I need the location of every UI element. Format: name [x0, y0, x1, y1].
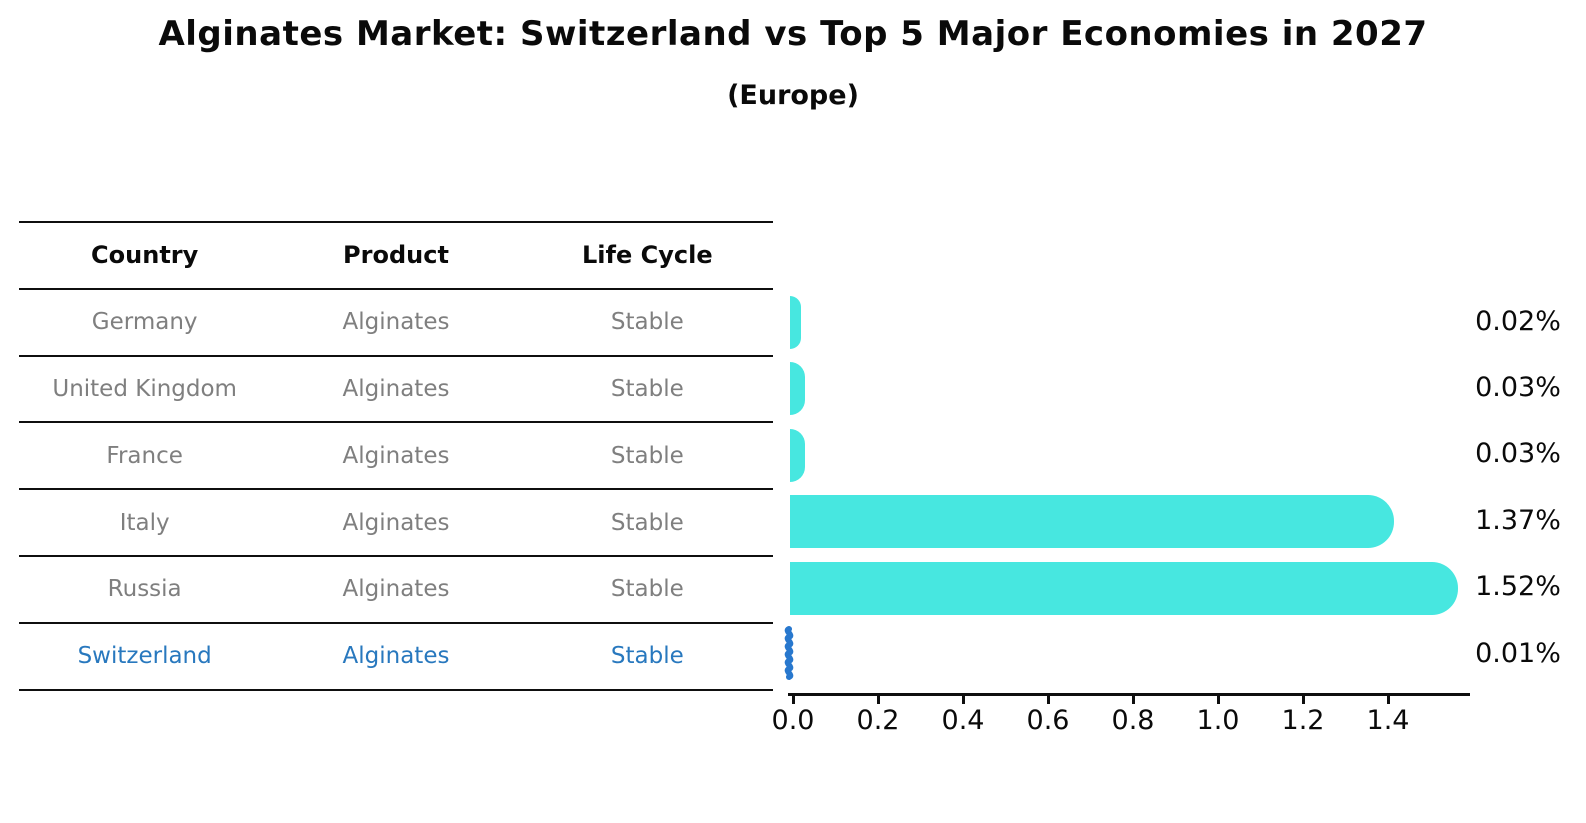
- cell-life-cycle: Stable: [610, 309, 684, 336]
- column-header-product: Product: [343, 241, 449, 270]
- cell-life-cycle: Stable: [610, 576, 684, 603]
- bar-value-label: 1.37%: [1475, 504, 1561, 536]
- x-axis-tick-label: 0.6: [1026, 705, 1070, 736]
- x-axis-tick-label: 1.4: [1366, 705, 1410, 736]
- column-header-life-cycle: Life Cycle: [582, 241, 713, 270]
- cell-life-cycle: Stable: [610, 643, 684, 670]
- cell-product: Alginates: [342, 643, 450, 670]
- x-axis-tick: [1301, 694, 1305, 704]
- column-header-country: Country: [91, 241, 199, 270]
- table-row: Germany Alginates Stable: [19, 287, 773, 355]
- cell-product: Alginates: [342, 576, 450, 603]
- x-axis-tick-label: 0.8: [1111, 705, 1155, 736]
- bar-value-label: 0.02%: [1475, 305, 1561, 337]
- x-axis-tick-label: 0.4: [941, 705, 985, 736]
- x-axis-tick: [1131, 694, 1135, 704]
- chart-title: Alginates Market: Switzerland vs Top 5 M…: [158, 14, 1428, 54]
- cell-life-cycle: Stable: [610, 442, 684, 469]
- cell-life-cycle: Stable: [610, 375, 684, 402]
- x-axis-tick-label: 1.2: [1281, 705, 1325, 736]
- x-axis-tick: [1046, 694, 1050, 704]
- bar-italy: [790, 495, 1395, 549]
- table-row: Russia Alginates Stable: [19, 554, 773, 622]
- bar-united-kingdom: [790, 362, 805, 416]
- x-axis-line: [788, 693, 1470, 696]
- table-header-row: Country Product Life Cycle: [19, 221, 773, 288]
- bar-russia: [790, 561, 1458, 615]
- bar-value-label: 1.52%: [1475, 571, 1561, 603]
- x-axis-tick: [876, 694, 880, 704]
- x-axis-tick-label: 1.0: [1196, 705, 1240, 736]
- cell-product: Alginates: [342, 375, 450, 402]
- bar-value-label: 0.01%: [1475, 637, 1561, 669]
- cell-country: Switzerland: [77, 643, 212, 670]
- table-body: Germany Alginates Stable United Kingdom Algi…: [19, 287, 773, 689]
- table-row: Switzerland Alginates Stable: [19, 621, 773, 689]
- cell-country: Germany: [91, 309, 198, 336]
- cell-country: United Kingdom: [52, 375, 237, 402]
- x-axis-tick: [1386, 694, 1390, 704]
- table-bottom-line: [19, 688, 773, 691]
- cell-product: Alginates: [342, 442, 450, 469]
- bar-germany: [790, 296, 801, 349]
- cell-product: Alginates: [342, 509, 450, 536]
- bar-france: [790, 428, 805, 482]
- table-row: United Kingdom Alginates Stable: [19, 354, 773, 422]
- bar-value-label: 0.03%: [1475, 371, 1561, 403]
- x-axis-tick-label: 0.0: [771, 705, 815, 736]
- x-axis-tick: [961, 694, 965, 704]
- country-table: Country Product Life Cycle Germany Algina…: [19, 221, 773, 691]
- bar-value-label: 0.03%: [1475, 438, 1561, 470]
- cell-product: Alginates: [342, 309, 450, 336]
- bar-switzerland: [784, 626, 795, 690]
- cell-country: France: [106, 442, 183, 469]
- table-row: Italy Alginates Stable: [19, 488, 773, 555]
- x-axis-tick-label: 0.2: [856, 705, 900, 736]
- cell-country: Italy: [119, 509, 170, 536]
- cell-country: Russia: [107, 576, 182, 603]
- chart-subtitle: (Europe): [727, 80, 859, 111]
- table-row: France Alginates Stable: [19, 421, 773, 488]
- cell-life-cycle: Stable: [610, 509, 684, 536]
- x-axis-tick: [1216, 694, 1220, 704]
- x-axis-tick: [791, 694, 795, 704]
